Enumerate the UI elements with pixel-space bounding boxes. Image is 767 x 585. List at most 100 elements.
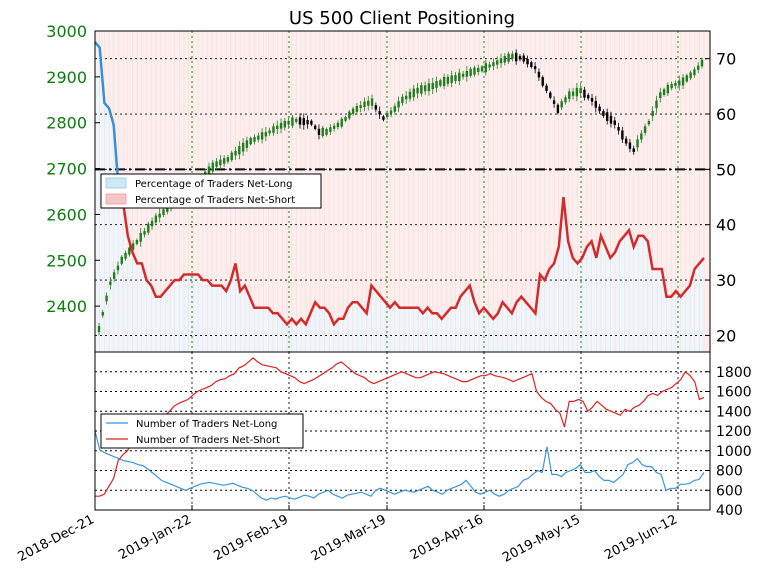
right-tick-label: 70: [716, 50, 736, 69]
candle-body: [325, 128, 328, 135]
candle-body: [257, 135, 260, 140]
right-tick-label: 1800: [716, 365, 752, 381]
candle-body: [105, 295, 108, 302]
candle-body: [166, 205, 169, 212]
candle-body: [241, 142, 245, 152]
candle-body: [367, 100, 370, 106]
candle-body: [272, 126, 275, 133]
left-tick-label: 2700: [46, 160, 87, 179]
candle-body: [295, 118, 298, 122]
right-tick-label: 30: [716, 271, 736, 290]
candle-body: [408, 91, 412, 99]
candle-body: [439, 80, 442, 86]
candle-body: [556, 104, 560, 114]
right-tick-label: 1400: [716, 404, 752, 420]
candle-body: [230, 152, 233, 161]
candle-body: [488, 64, 491, 68]
candle-body: [348, 111, 351, 119]
candle-body: [344, 116, 347, 121]
candle-body: [412, 88, 415, 98]
candle-body: [693, 69, 696, 76]
candle-body: [575, 87, 579, 97]
left-tick-label: 2500: [46, 251, 87, 270]
right-tick-label: 1600: [716, 385, 752, 401]
bottom-legend-box: [100, 413, 304, 449]
candle-body: [351, 108, 355, 114]
candle-body: [162, 209, 165, 215]
candle-body: [332, 125, 336, 129]
candle-body: [147, 223, 150, 233]
candle-body: [420, 85, 423, 94]
candle-body: [238, 146, 241, 155]
left-price-axis: 2400 2500 2600 2700 2800 2900 3000: [46, 22, 100, 316]
candle-body: [492, 62, 495, 67]
x-tick-label: 2019-Jun-12: [602, 512, 680, 563]
candle-body: [386, 113, 389, 118]
candle-body: [651, 110, 654, 117]
candle-body: [219, 159, 222, 166]
candle-body: [628, 142, 632, 149]
price-candles: [97, 49, 704, 336]
candle-body: [450, 75, 453, 83]
candle-body: [446, 76, 450, 84]
candle-body: [461, 73, 465, 77]
candle-body: [135, 240, 139, 244]
candle-body: [203, 171, 207, 175]
candle-body: [128, 247, 131, 255]
candle-body: [530, 62, 533, 68]
candle-body: [321, 127, 324, 136]
candle-body: [594, 101, 598, 108]
candle-body: [552, 100, 556, 104]
candle-body: [101, 312, 104, 316]
candle-body: [158, 213, 161, 218]
right-tick-label: 60: [716, 105, 736, 124]
candle-body: [306, 120, 309, 125]
candle-body: [340, 118, 343, 127]
candle-body: [537, 71, 541, 78]
candle-body: [469, 68, 472, 76]
candle-body: [659, 92, 662, 99]
candle-body: [568, 91, 571, 99]
candle-body: [533, 66, 537, 70]
net-short-count-line: [95, 357, 705, 497]
x-tick-label: 2019-Apr-16: [408, 512, 486, 563]
right-tick-label: 400: [716, 503, 743, 519]
candle-body: [378, 111, 381, 115]
candle-body: [587, 95, 590, 99]
candle-body: [681, 77, 685, 86]
x-tick-label: 2019-Mar-19: [309, 512, 389, 564]
left-tick-label: 2400: [46, 297, 87, 316]
candle-body: [120, 256, 123, 264]
candle-body: [355, 106, 359, 112]
candle-body: [609, 115, 613, 124]
candle-body: [560, 101, 563, 108]
x-tick-label: 2019-May-15: [500, 512, 583, 565]
candle-body: [143, 231, 146, 235]
x-tick-label: 2019-Jan-22: [116, 512, 193, 563]
date-axis: 2018-Dec-21 2019-Jan-22 2019-Feb-19 2019-Ma…: [16, 505, 680, 566]
candle-body: [374, 105, 378, 110]
candle-body: [211, 162, 214, 172]
candle-body: [484, 63, 488, 73]
net-long-count-legend-label: Number of Traders Net-Long: [136, 419, 277, 430]
candle-body: [249, 137, 252, 145]
net-short-legend-swatch: [105, 193, 127, 205]
candle-body: [401, 96, 404, 103]
candle-body: [662, 89, 666, 95]
candle-body: [549, 92, 552, 98]
right-percent-axis: 20 30 40 50 60 70: [705, 50, 736, 345]
candle-body: [310, 120, 313, 125]
candle-body: [382, 116, 385, 120]
candle-body: [670, 83, 673, 89]
candle-body: [404, 95, 408, 100]
candle-body: [283, 120, 287, 128]
candle-body: [522, 55, 525, 62]
bottom-legend: Number of Traders Net-Long Number of Tra…: [100, 413, 304, 449]
candle-body: [579, 88, 582, 94]
top-legend-box: [100, 173, 322, 209]
net-long-count-line: [94, 430, 705, 501]
candle-body: [598, 106, 601, 112]
candle-body: [454, 75, 457, 81]
candle-body: [291, 117, 294, 126]
candle-body: [131, 243, 135, 250]
